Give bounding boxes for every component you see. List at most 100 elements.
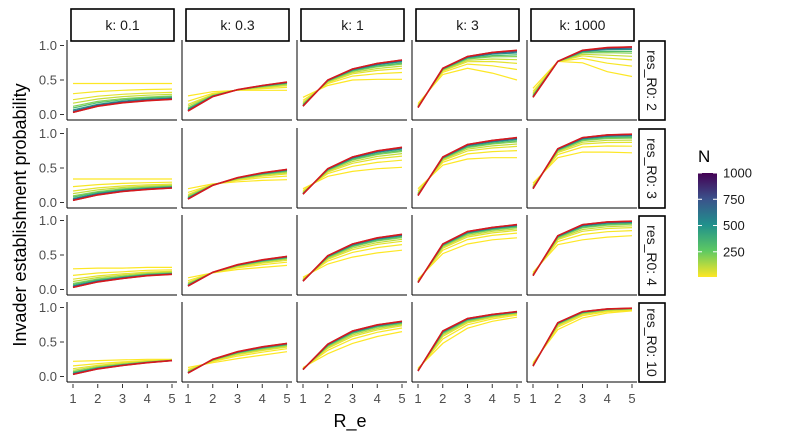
reference-series-line <box>417 49 518 109</box>
facet-panel <box>411 128 522 209</box>
reference-series-line <box>302 320 403 371</box>
y-tick-label: 0.5 <box>39 73 57 88</box>
x-tick-label: 2 <box>94 391 101 406</box>
x-tick-label: 2 <box>324 391 331 406</box>
x-tick-label: 4 <box>604 391 611 406</box>
series-line-N50 <box>72 270 173 280</box>
series-line-N10 <box>302 249 403 278</box>
facet-panel <box>296 215 407 296</box>
y-tick-label: 0.5 <box>39 161 57 176</box>
strip-row-label: res_R0: 10 <box>644 308 660 377</box>
strip-row-box <box>638 40 666 121</box>
facet-panel <box>411 302 522 383</box>
x-tick-label: 4 <box>489 391 496 406</box>
reference-series-line <box>417 223 518 284</box>
series-line-N10 <box>532 310 633 364</box>
strip-col-label: k: 1 <box>341 17 364 33</box>
series-line-N20 <box>417 232 518 281</box>
series-line-N10 <box>417 67 518 104</box>
y-tick-label: 1.0 <box>39 213 57 228</box>
y-tick-label: 0.0 <box>39 282 57 297</box>
legend-tick-label: 250 <box>723 244 745 259</box>
series-line-N50 <box>72 91 173 101</box>
y-tick-label: 0.0 <box>39 195 57 210</box>
series-line-N10 <box>417 237 518 280</box>
series-line-N100 <box>417 312 518 371</box>
y-tick-label: 1.0 <box>39 38 57 53</box>
series-line-N50 <box>72 183 173 192</box>
x-tick-label: 4 <box>374 391 381 406</box>
strip-col-box <box>530 8 635 42</box>
series-line-N20 <box>72 181 173 188</box>
y-tick-label: 0.0 <box>39 369 57 384</box>
series-line-N300 <box>72 96 173 109</box>
series-line-N10 <box>72 266 172 270</box>
legend-tick-label: 750 <box>723 192 745 207</box>
series-line-N200 <box>72 95 173 107</box>
series-line-N500 <box>417 52 518 108</box>
series-line-N500 <box>532 221 633 276</box>
reference-series-line <box>417 136 518 197</box>
reference-series-line <box>532 133 633 190</box>
series-line-N100 <box>187 258 288 284</box>
x-tick-label: 4 <box>259 391 266 406</box>
facet-panel <box>411 40 522 121</box>
strip-row-label: res_R0: 2 <box>644 50 660 111</box>
series-line-N500 <box>302 235 403 282</box>
facet-panel <box>296 302 407 383</box>
facet-panel <box>181 302 292 383</box>
x-tick-label: 1 <box>414 391 421 406</box>
strip-row-label: res_R0: 3 <box>644 138 660 199</box>
reference-series-line <box>72 359 173 376</box>
series-line-N1000 <box>532 307 633 367</box>
x-tick-label: 3 <box>234 391 241 406</box>
facet-panel <box>526 215 637 296</box>
series-line-N20 <box>417 314 518 370</box>
y-tick-label: 0.0 <box>39 107 57 122</box>
series-line-N300 <box>532 136 633 189</box>
x-tick-label: 5 <box>628 391 635 406</box>
x-tick-label: 5 <box>398 391 405 406</box>
facet-panel <box>66 215 177 296</box>
facet-panel <box>66 128 177 209</box>
strip-row-box <box>638 128 666 209</box>
series-line-N50 <box>417 313 518 371</box>
facet-panel <box>411 215 522 296</box>
x-tick-label: 1 <box>299 391 306 406</box>
x-tick-label: 2 <box>209 391 216 406</box>
series-line-N20 <box>302 327 403 369</box>
series-line-N10 <box>187 89 287 97</box>
series-line-N100 <box>72 271 173 283</box>
series-line-N300 <box>532 308 633 366</box>
reference-series-line <box>187 342 288 374</box>
x-tick-label: 1 <box>69 391 76 406</box>
x-tick-label: 1 <box>184 391 191 406</box>
x-tick-label: 4 <box>144 391 151 406</box>
series-line-N10 <box>417 316 518 369</box>
reference-series-line <box>302 233 403 282</box>
series-line-N100 <box>187 172 288 197</box>
series-line-N20 <box>187 175 288 193</box>
legend-tick-label: 500 <box>723 218 745 233</box>
legend-colorbar <box>698 173 717 277</box>
reference-series-line <box>302 59 403 107</box>
x-tick-label: 5 <box>283 391 290 406</box>
reference-series-line <box>187 255 288 287</box>
strip-col-label: k: 0.1 <box>105 17 139 33</box>
series-line-N1000 <box>302 146 403 195</box>
x-tick-label: 5 <box>513 391 520 406</box>
x-tick-label: 2 <box>554 391 561 406</box>
reference-series-line <box>187 168 288 200</box>
facet-panel <box>181 215 292 296</box>
reference-series-line <box>72 98 173 114</box>
reference-series-line <box>417 310 518 372</box>
legend: N 250 500 750 1000 <box>698 147 752 277</box>
reference-series-line <box>532 220 633 277</box>
series-line-N500 <box>302 321 403 370</box>
facet-panel <box>66 302 177 383</box>
x-tick-label: 2 <box>439 391 446 406</box>
strip-row-box <box>638 302 666 383</box>
series-line-N100 <box>72 184 173 195</box>
strip-col-box <box>70 8 175 42</box>
series-line-N10 <box>187 179 288 190</box>
